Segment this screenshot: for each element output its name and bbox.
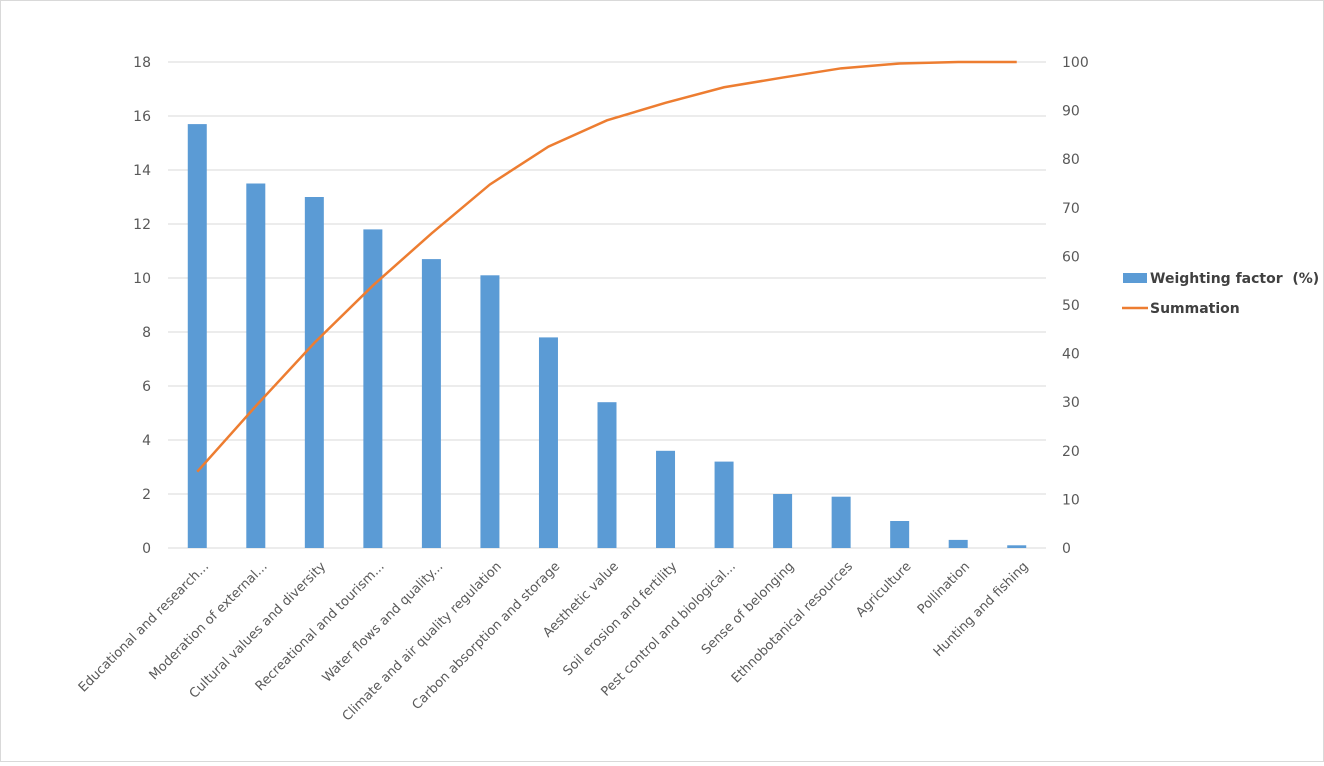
y-tick-label: 12 [133,217,151,233]
bar [831,496,851,548]
y-tick-label: 4 [142,433,151,449]
bar [480,275,500,548]
category-labels: Educational and research...Moderation of… [76,559,1032,724]
bar [421,259,441,548]
category-label: Pollination [915,559,973,617]
y2-tick-label: 30 [1062,395,1080,411]
y-tick-label: 8 [142,325,151,341]
bar [187,124,207,548]
bar-series [187,124,1027,548]
bar [1007,545,1027,548]
bar [597,402,617,548]
legend-bar-swatch [1123,273,1147,283]
y2-tick-label: 80 [1062,152,1080,168]
bar [714,461,734,548]
y-tick-label: 14 [133,163,151,179]
y-tick-label: 10 [133,271,151,287]
bar [246,183,266,548]
bar [656,450,676,548]
y2-tick-label: 70 [1062,201,1080,217]
bar [538,337,558,548]
y-tick-label: 18 [133,55,151,71]
y-tick-label: 6 [142,379,151,395]
y2-tick-label: 50 [1062,298,1080,314]
y2-tick-label: 60 [1062,249,1080,265]
bar [948,539,968,548]
category-label: Water flows and quality... [320,559,446,685]
y2-tick-label: 90 [1062,104,1080,120]
legend-bar-label: Weighting factor (%) [1150,271,1319,287]
left-axis-ticks: 0 2 4 6 8 10 12 14 16 18 [133,55,151,557]
bar [773,494,793,548]
bar [890,521,910,548]
y-tick-label: 0 [142,541,151,557]
category-label: Moderation of external... [147,559,271,683]
category-label: Ethnobotanical resources [729,559,856,686]
right-axis-ticks: 0 10 20 30 40 50 60 70 80 90 100 [1062,55,1089,557]
y2-tick-label: 10 [1062,492,1080,508]
category-label: Agriculture [853,559,914,620]
bar [363,229,383,548]
y-tick-label: 2 [142,487,151,503]
y-tick-label: 16 [133,109,151,125]
y2-tick-label: 100 [1062,55,1089,71]
y2-tick-label: 20 [1062,444,1080,460]
legend-line-label: Summation [1150,301,1240,317]
bar [304,197,324,548]
legend: Weighting factor (%) Summation [1122,271,1319,317]
y2-tick-label: 0 [1062,541,1071,557]
y2-tick-label: 40 [1062,347,1080,363]
category-label: Soil erosion and fertility [560,559,680,679]
summation-line [196,60,1017,473]
